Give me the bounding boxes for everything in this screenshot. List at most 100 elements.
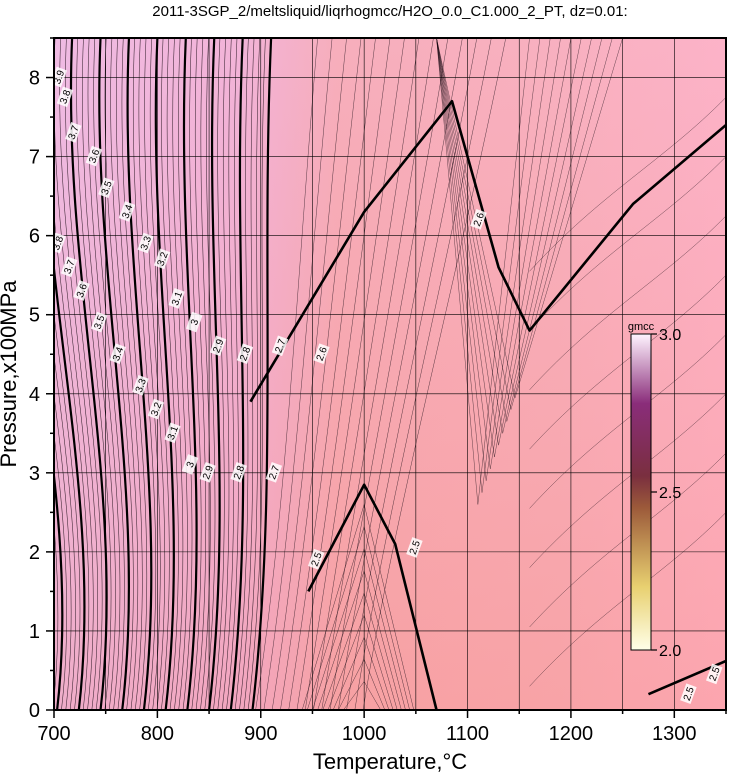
x-tick-label: 700 <box>37 723 70 745</box>
contour-label-text: 3 <box>189 318 201 327</box>
bold-contour-2.6 <box>249 99 726 403</box>
bold-contour-2.5 <box>307 483 438 710</box>
contour-label-text: 3.7 <box>63 258 78 275</box>
contour-label: 2.5 <box>706 663 723 685</box>
contour-label: 2.6 <box>313 343 330 365</box>
contour-label: 3.3 <box>132 375 149 396</box>
contour-line <box>54 522 59 701</box>
plot-frame <box>53 37 727 711</box>
colorbar-scale <box>630 333 652 651</box>
contour-line <box>271 38 347 710</box>
contour-label-box <box>147 398 165 420</box>
y-tick-label: 7 <box>29 147 40 169</box>
contour-line <box>436 38 613 410</box>
contour-label-text: 2.6 <box>315 345 330 362</box>
y-tick-label: 5 <box>29 305 40 327</box>
y-axis: 0 1 2 3 4 5 6 7 8 <box>29 37 54 722</box>
x-tick-label: 900 <box>244 723 277 745</box>
contour-label-text: 2.7 <box>273 337 288 354</box>
contour-line <box>138 38 161 710</box>
colorbar: gmcc 2.0 2.5 3.0 <box>628 321 681 660</box>
contour-line <box>263 38 333 710</box>
contour-label-text: 2.7 <box>267 464 282 481</box>
contour-line <box>436 38 561 469</box>
contour-label-box <box>164 422 181 444</box>
x-tick-label: 1000 <box>342 723 387 745</box>
contour-label: 3.7 <box>65 122 82 143</box>
contour-line <box>54 432 68 710</box>
colorbar-tick-label: 3.0 <box>659 327 681 344</box>
contour-labels: 3.93.83.73.63.53.43.33.23.132.9 2.8 2.73.8… <box>54 66 723 705</box>
contour-label-box <box>470 208 487 230</box>
contour-label-text: 2.8 <box>238 345 253 362</box>
bold-contour-line <box>229 38 245 710</box>
x-tick-label: 1300 <box>652 723 697 745</box>
contour-label-text: 2.5 <box>408 539 423 556</box>
y-tick-label: 3 <box>29 463 40 485</box>
contour-label-text: 3.8 <box>58 88 73 105</box>
contour-line <box>436 38 582 446</box>
colorbar-tick-label: 2.5 <box>659 485 681 502</box>
contour-line <box>255 38 318 710</box>
contour-label: 3.6 <box>73 280 90 301</box>
contour-line <box>321 38 434 710</box>
contour-label-text: 3.4 <box>120 203 135 220</box>
bold-contour-line <box>154 38 175 710</box>
contour-label: 2.7 <box>265 461 283 483</box>
contour-label: 3.5 <box>98 177 115 199</box>
contour-label-box <box>230 461 247 483</box>
contour-label: 3.4 <box>118 201 136 222</box>
y-axis-label: Pressure,x100MPa <box>0 280 21 468</box>
contour-line <box>436 38 551 481</box>
contour-label-box <box>153 248 171 270</box>
contour-label: 2.5 <box>307 548 325 570</box>
contour-label-box <box>406 537 423 558</box>
contour-label-box <box>265 461 283 483</box>
contour-label-box <box>271 335 289 357</box>
contour-line <box>296 38 391 710</box>
grid-lines <box>54 38 726 710</box>
x-axis: 700 800 900 1000 1100 1200 1300 <box>37 710 727 745</box>
y-tick-label: 2 <box>29 542 40 564</box>
contour-label-text: 2.5 <box>310 551 325 568</box>
contour-line <box>288 38 376 710</box>
contour-label: 3.3 <box>137 232 154 254</box>
contour-label-box <box>85 145 103 167</box>
contour-label: 3 <box>185 311 203 333</box>
contour-label-box <box>307 548 325 570</box>
contour-line <box>338 38 463 710</box>
contour-line <box>436 38 623 399</box>
contour-label-box <box>65 122 82 143</box>
contour-line <box>529 97 726 272</box>
contour-label-box <box>706 663 723 685</box>
y-tick-label: 6 <box>29 226 40 248</box>
y-tick-label: 8 <box>29 68 40 90</box>
contour-label-text: 2.5 <box>682 685 697 702</box>
bold-contour-line <box>54 466 64 710</box>
contour-label-box <box>209 335 227 357</box>
contour-line <box>217 38 230 710</box>
contour-line <box>76 38 112 710</box>
contour-label-text: 3.6 <box>87 148 102 165</box>
y-tick-label: 1 <box>29 621 40 643</box>
contour-label-text: 3.5 <box>100 179 115 196</box>
contour-label: 3.7 <box>60 256 78 278</box>
contour-line <box>204 38 216 710</box>
contour-label-box <box>181 454 199 475</box>
contour-label: 2.9 <box>199 461 216 483</box>
contour-line <box>54 393 72 710</box>
heatmap-shading <box>54 38 726 710</box>
colorbar-label: gmcc <box>628 321 655 333</box>
contour-label-box <box>185 311 203 333</box>
x-axis-label: Temperature,°C <box>313 749 467 774</box>
contour-label-text: 2.9 <box>211 337 226 354</box>
contour-line <box>149 38 170 710</box>
contour-line <box>529 215 726 390</box>
contour-line <box>436 38 530 505</box>
contour-line <box>161 38 179 710</box>
contour-line <box>354 38 492 710</box>
contour-label-box <box>60 256 78 278</box>
contour-label-text: 3.2 <box>156 250 171 267</box>
contour-line <box>213 38 225 710</box>
